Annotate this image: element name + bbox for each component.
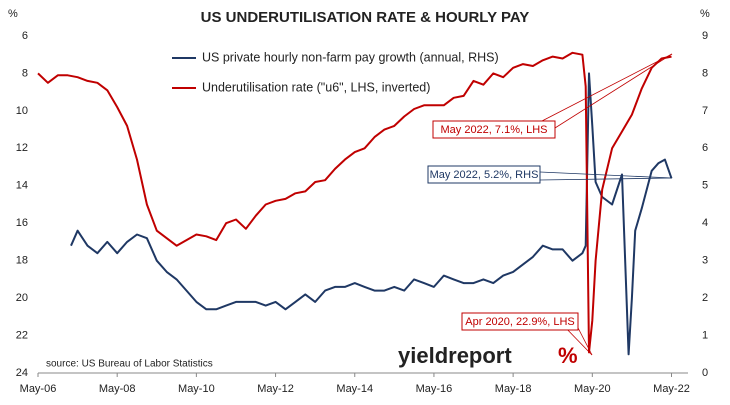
y-tick-label: 14 [16, 180, 28, 192]
series-line [70, 72, 673, 356]
leader-line [539, 171, 673, 179]
annotation: Apr 2020, 22.9%, LHS [465, 316, 574, 328]
annotation: May 2022, 5.2%, RHS [430, 169, 539, 181]
y2-tick-label: 2 [702, 292, 708, 304]
annotation-box [432, 120, 556, 139]
legend-label: US private hourly non-farm pay growth (a… [202, 50, 499, 64]
x-tick-label: May-12 [257, 383, 294, 395]
y-tick-label: 22 [16, 329, 28, 341]
y-tick-label: 16 [16, 217, 28, 229]
y2-tick-label: 7 [702, 105, 708, 117]
annotation-box [461, 312, 579, 331]
annotation-box [427, 165, 541, 184]
y-tick-label: 24 [16, 367, 28, 379]
chart-title: US UNDERUTILISATION RATE & HOURLY PAY [201, 9, 530, 26]
x-tick-label: May-06 [20, 383, 57, 395]
leader-line [554, 53, 673, 129]
legend-label: Underutilisation rate ("u6", LHS, invert… [202, 80, 430, 94]
y-tick-label: 20 [16, 292, 28, 304]
y2-tick-label: 5 [702, 180, 708, 192]
logo-mark: % [558, 343, 578, 368]
y-tick-label: 12 [16, 142, 28, 154]
series-line [37, 51, 672, 354]
source-note: source: US Bureau of Labor Statistics [46, 359, 213, 370]
y-axis-label: % [8, 8, 18, 20]
leader-line [539, 53, 673, 123]
y2-axis-label: % [700, 8, 710, 20]
y-tick-label: 18 [16, 255, 28, 267]
x-tick-label: May-10 [178, 383, 215, 395]
x-tick-label: May-20 [574, 383, 611, 395]
y2-tick-label: 8 [702, 67, 708, 79]
x-tick-label: May-14 [336, 383, 373, 395]
y2-tick-label: 9 [702, 30, 708, 42]
leader-line [539, 177, 673, 181]
y2-tick-label: 0 [702, 367, 708, 379]
logo: yieldreport [398, 343, 512, 368]
x-tick-label: May-18 [495, 383, 532, 395]
y2-tick-label: 1 [702, 329, 708, 341]
y-tick-label: 6 [22, 30, 28, 42]
x-tick-label: May-22 [653, 383, 690, 395]
y2-tick-label: 3 [702, 255, 708, 267]
x-tick-label: May-16 [416, 383, 453, 395]
y2-tick-label: 6 [702, 142, 708, 154]
annotation: May 2022, 7.1%, LHS [440, 124, 547, 136]
x-tick-label: May-08 [99, 383, 136, 395]
y-tick-label: 8 [22, 67, 28, 79]
y2-tick-label: 4 [702, 217, 708, 229]
y-tick-label: 10 [16, 105, 28, 117]
